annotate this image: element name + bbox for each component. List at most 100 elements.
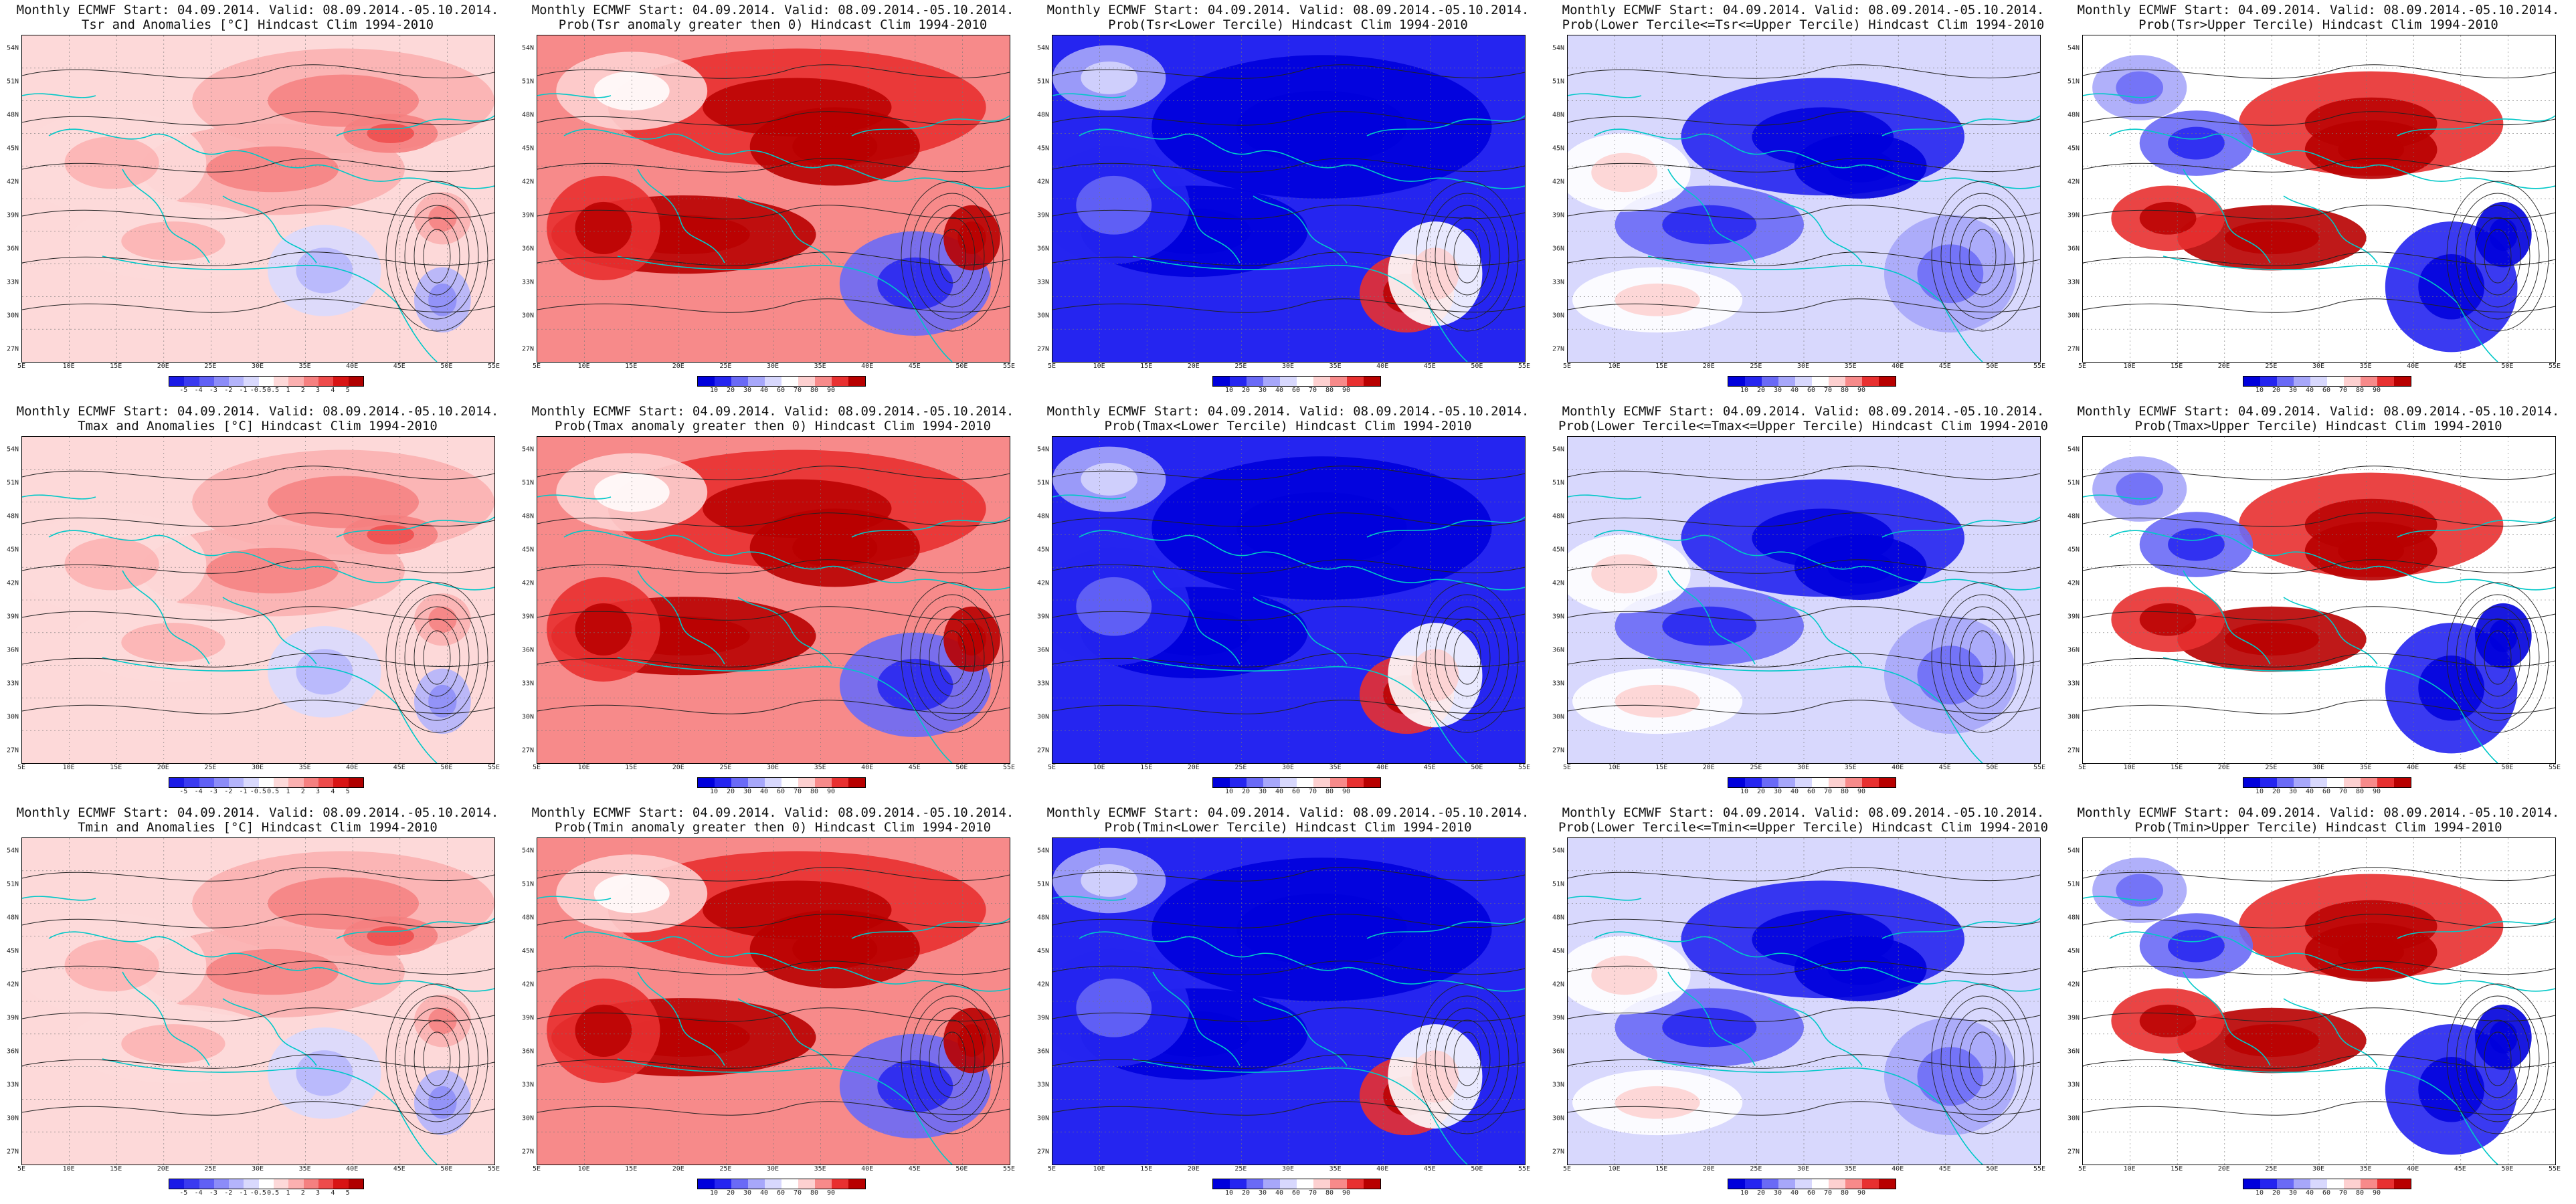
latitude-label: 51N bbox=[1552, 78, 1564, 86]
coastline bbox=[1768, 998, 1863, 1066]
colorbar-label: 10 bbox=[2255, 387, 2264, 394]
longitude-label: 25E bbox=[1234, 1165, 1247, 1173]
longitude-label: 25E bbox=[1750, 363, 1762, 370]
coastline bbox=[2283, 998, 2378, 1066]
colorbar-segment bbox=[348, 778, 363, 787]
longitude-label: 45E bbox=[2454, 1165, 2466, 1173]
latitude-label: 51N bbox=[1552, 880, 1564, 888]
colorbar-segment bbox=[2394, 377, 2411, 386]
coastline bbox=[396, 704, 438, 763]
isotherm-contour bbox=[2083, 867, 2555, 882]
map-panel-tsr-pgt0: Monthly ECMWF Start: 04.09.2014. Valid: … bbox=[515, 0, 1030, 401]
colorbar-label: -1 bbox=[239, 387, 248, 394]
colorbar-segment bbox=[2377, 377, 2394, 386]
latitude-label: 45N bbox=[2067, 947, 2080, 955]
orographic-contour bbox=[395, 594, 479, 721]
map-panel-tsr-pmid: Monthly ECMWF Start: 04.09.2014. Valid: … bbox=[1546, 0, 2061, 401]
anomaly-core bbox=[1917, 1047, 1984, 1106]
longitude-label: 20E bbox=[1187, 363, 1200, 370]
coastline bbox=[1253, 998, 1348, 1066]
isotherm-contour bbox=[537, 205, 1010, 219]
longitude-label: 20E bbox=[672, 1165, 684, 1173]
anomaly-core bbox=[1827, 550, 1894, 584]
isotherm-contour bbox=[537, 867, 1010, 882]
colorbar-segment bbox=[1313, 377, 1330, 386]
coastline bbox=[396, 302, 438, 362]
orographic-contour bbox=[1950, 606, 2015, 709]
map-area bbox=[1567, 837, 2041, 1165]
latitude-label: 51N bbox=[1036, 479, 1049, 487]
colorbar bbox=[1212, 376, 1381, 387]
coastline bbox=[1768, 597, 1863, 665]
latitude-label: 45N bbox=[521, 947, 534, 955]
colorbar-segment bbox=[258, 778, 274, 787]
isotherm-contour bbox=[22, 653, 494, 668]
latitude-label: 27N bbox=[1552, 345, 1564, 353]
anomaly-core bbox=[2116, 472, 2164, 506]
colorbar-label: 60 bbox=[1807, 1189, 1816, 1197]
colorbar-label: 80 bbox=[1840, 1189, 1849, 1197]
longitude-label: 45E bbox=[393, 1165, 405, 1173]
colorbar-labels: -5 -4 -3 -2 -1 -0.5 0.5 1 2 3 4 5 bbox=[169, 788, 363, 797]
isotherm-contour bbox=[537, 1007, 1010, 1022]
coastline bbox=[222, 998, 317, 1066]
panel-header: Monthly ECMWF Start: 04.09.2014. Valid: … bbox=[531, 404, 1014, 419]
colorbar-segment bbox=[169, 377, 185, 386]
colorbar-segment bbox=[229, 377, 244, 386]
anomaly-core bbox=[1076, 978, 1152, 1037]
latitude-label: 45N bbox=[2067, 546, 2080, 554]
longitude-label: 20E bbox=[1187, 764, 1200, 771]
colorbar-segment bbox=[288, 1179, 304, 1189]
longitude-label: 50E bbox=[440, 764, 453, 771]
longitude-label: 55E bbox=[1002, 363, 1016, 370]
coastline bbox=[617, 657, 913, 705]
longitude-label: 55E bbox=[2548, 363, 2561, 370]
colorbar-label: 90 bbox=[1342, 788, 1351, 795]
longitude-label: 55E bbox=[2033, 1165, 2046, 1173]
orographic-contour bbox=[1425, 995, 1509, 1122]
longitude-label: 35E bbox=[298, 363, 311, 370]
anomaly-core bbox=[428, 283, 457, 316]
colorbar-label: 40 bbox=[2305, 387, 2314, 394]
map-panel-tmax-anom: Monthly ECMWF Start: 04.09.2014. Valid: … bbox=[0, 401, 515, 803]
coastline bbox=[1881, 516, 2040, 538]
latitude-label: 51N bbox=[1036, 880, 1049, 888]
longitude-label: 10E bbox=[1093, 1165, 1105, 1173]
map-canvas bbox=[2083, 437, 2555, 763]
colorbar-label: 30 bbox=[2288, 1189, 2298, 1197]
colorbar-label: 10 bbox=[1740, 1189, 1749, 1197]
longitude-label: 50E bbox=[1471, 1165, 1483, 1173]
colorbar-segment bbox=[1862, 377, 1879, 386]
colorbar-segment bbox=[1297, 1179, 1313, 1189]
map-area bbox=[1567, 436, 2041, 764]
colorbar-segment bbox=[2344, 778, 2361, 787]
colorbar-segment bbox=[1364, 377, 1380, 386]
coastline bbox=[222, 195, 317, 264]
longitude-label: 45E bbox=[2454, 363, 2466, 370]
colorbar-label: 40 bbox=[1275, 387, 1284, 394]
colorbar-label: 80 bbox=[2355, 387, 2365, 394]
panel-title: Prob(Lower Tercile<=Tsr<=Upper Tercile) … bbox=[1562, 17, 2045, 32]
anomaly-core bbox=[296, 247, 353, 294]
colorbar-label: -3 bbox=[209, 1189, 217, 1197]
colorbar-labels: 10 20 30 40 60 70 80 90 bbox=[2243, 788, 2410, 797]
latitude-label: 51N bbox=[521, 880, 534, 888]
coastline bbox=[1427, 1105, 1468, 1165]
colorbar-label: 70 bbox=[2338, 1189, 2348, 1197]
colorbar-segment bbox=[2310, 377, 2327, 386]
latitude-label: 36N bbox=[6, 1047, 19, 1056]
latitude-label: 48N bbox=[2067, 111, 2080, 119]
anomaly-core bbox=[1411, 1050, 1459, 1103]
coastline bbox=[563, 128, 1010, 189]
latitude-label: 51N bbox=[6, 880, 19, 888]
latitude-label: 54N bbox=[6, 847, 19, 855]
colorbar-segment bbox=[1778, 377, 1795, 386]
anomaly-core bbox=[877, 1060, 953, 1112]
latitude-label: 33N bbox=[521, 680, 534, 688]
latitude-labels: 54N 51N 48N 45N 42N 39N 36N 33N 30N 27N bbox=[515, 436, 535, 763]
colorbar-label: 90 bbox=[1857, 387, 1866, 394]
isotherm-contour bbox=[2083, 1101, 2555, 1116]
isotherm-contour bbox=[1568, 466, 2040, 480]
colorbar-segment bbox=[1728, 778, 1745, 787]
